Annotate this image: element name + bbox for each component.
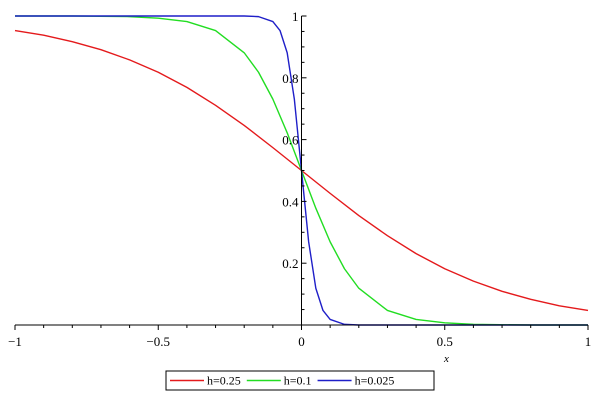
x-tick-label: 0 (298, 334, 305, 349)
x-tick-label: −1 (8, 334, 22, 349)
x-tick-label: −0.5 (146, 334, 170, 349)
legend-label-2: h=0.1 (284, 374, 312, 388)
y-tick-label: 0.4 (282, 194, 299, 209)
legend-label-3: h=0.025 (355, 374, 395, 388)
x-axis-label: x (443, 353, 449, 365)
legend-label-1: h=0.25 (207, 374, 241, 388)
y-axis-ticks: 0.2 0.4 0.6 0.8 1 (282, 9, 307, 311)
y-tick-label: 0.8 (282, 71, 298, 86)
x-axis-ticks: −1 −0.5 0 0.5 1 (8, 325, 591, 349)
y-tick-label: 0.6 (282, 133, 299, 148)
legend: h=0.25 h=0.1 h=0.025 (165, 370, 435, 391)
legend-box (165, 370, 435, 391)
x-tick-label: 0.5 (437, 334, 453, 349)
x-tick-label: 1 (585, 334, 592, 349)
y-tick-label: 0.2 (282, 256, 298, 271)
axes: −1 −0.5 0 0.5 1 0.2 0.4 0.6 0.8 1 x (8, 9, 591, 365)
y-tick-label: 1 (292, 9, 299, 24)
